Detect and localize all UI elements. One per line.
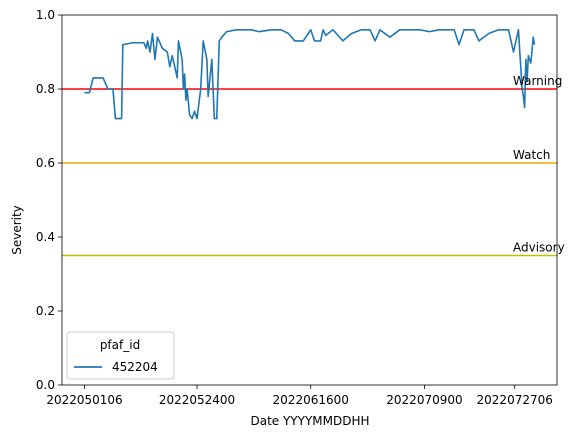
threshold-labels: Warning Watch Advisory: [513, 74, 565, 255]
y-tick-label: 0.0: [36, 378, 55, 392]
series-layer: [84, 29, 536, 120]
x-axis: 2022050106 2022052400 2022061600 2022070900…: [46, 385, 553, 407]
x-tick-label: 2022050106: [46, 393, 122, 407]
threshold-label-warning: Warning: [513, 74, 562, 88]
x-tick-label: 2022061600: [273, 393, 349, 407]
threshold-label-watch: Watch: [513, 148, 550, 162]
threshold-label-advisory: Advisory: [513, 241, 565, 255]
x-tick-label: 2022052400: [159, 393, 235, 407]
legend-title: pfaf_id: [100, 338, 140, 352]
plot-background: [62, 15, 557, 385]
y-tick-label: 1.0: [36, 8, 55, 22]
legend-entry: 452204: [112, 360, 158, 374]
plot-area: [62, 15, 557, 385]
y-tick-label: 0.6: [36, 156, 55, 170]
y-tick-label: 0.8: [36, 82, 55, 96]
x-tick-label: 2022070900: [386, 393, 462, 407]
y-axis: 0.0 0.2 0.4 0.6 0.8 1.0: [36, 8, 62, 392]
series-line-452204: [84, 29, 536, 120]
y-axis-label: Severity: [10, 205, 24, 255]
y-tick-label: 0.2: [36, 304, 55, 318]
plot-frame: [61, 14, 558, 386]
threshold-lines: [62, 88, 557, 257]
x-tick-label: 2022072706: [477, 393, 553, 407]
x-axis-label: Date YYYYMMDDHH: [250, 414, 369, 428]
axes-spines: [61, 14, 558, 386]
legend: pfaf_id 452204: [66, 331, 175, 380]
y-tick-label: 0.4: [36, 230, 55, 244]
